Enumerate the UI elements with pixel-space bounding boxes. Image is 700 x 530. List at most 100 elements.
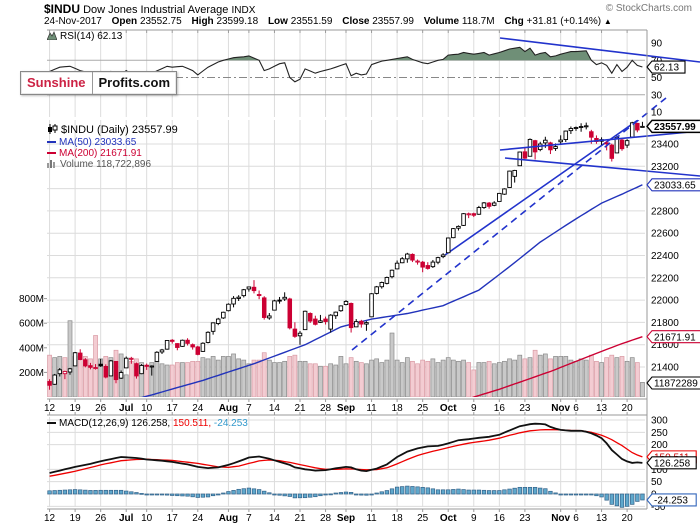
- header-line1: $INDU Dow Jones Industrial Average INDX: [44, 2, 255, 16]
- svg-text:200: 200: [651, 440, 668, 451]
- svg-text:21671.91: 21671.91: [654, 332, 696, 343]
- chg-up-arrow-icon: ▲: [603, 17, 612, 26]
- svg-text:18: 18: [392, 513, 404, 524]
- sunshineprofits-watermark: Sunshine Profits.com: [20, 71, 178, 95]
- watermark-sunshine: Sunshine: [27, 75, 86, 90]
- stockcharts-credit: © StockCharts.com: [605, 3, 692, 14]
- svg-text:28: 28: [320, 403, 332, 414]
- pattern-upper-line: [499, 130, 700, 151]
- svg-text:7: 7: [246, 403, 252, 414]
- svg-text:21400: 21400: [651, 363, 679, 374]
- svg-text:24: 24: [192, 513, 204, 524]
- svg-text:126.258: 126.258: [654, 458, 691, 469]
- ma50-legend: MA(50) 23033.65: [59, 137, 137, 148]
- macd-panel: 300250200100500-50: [47, 415, 668, 513]
- svg-text:800M: 800M: [19, 294, 44, 305]
- ma200-line-icon: [47, 152, 56, 154]
- svg-text:23400: 23400: [651, 140, 679, 151]
- svg-text:23200: 23200: [651, 162, 679, 173]
- chg-label: Chg: [504, 16, 524, 27]
- svg-text:10: 10: [141, 403, 153, 414]
- svg-text:Aug: Aug: [219, 403, 238, 414]
- svg-text:30: 30: [651, 90, 663, 101]
- svg-text:11872289: 11872289: [654, 379, 698, 390]
- price-panel: [47, 120, 645, 397]
- watermark-profits: Profits.com: [91, 72, 177, 94]
- exchange-label: INDX: [231, 5, 256, 16]
- svg-text:13: 13: [596, 403, 608, 414]
- svg-text:22000: 22000: [651, 296, 679, 307]
- svg-text:13: 13: [596, 513, 608, 524]
- svg-text:9: 9: [471, 403, 477, 414]
- svg-text:22200: 22200: [651, 273, 679, 284]
- svg-text:7: 7: [246, 513, 252, 524]
- svg-text:16: 16: [494, 403, 506, 414]
- svg-text:23: 23: [519, 513, 531, 524]
- svg-text:11: 11: [366, 513, 377, 524]
- svg-text:-50: -50: [651, 502, 666, 513]
- ma50-line-icon: [47, 141, 56, 143]
- svg-text:10: 10: [141, 513, 153, 524]
- volume-value: 118.7M: [461, 16, 495, 27]
- long-dashed-trendline: [351, 97, 667, 351]
- last-price-tag: 23557.99: [646, 119, 700, 134]
- macd-hist-tag: -24.253: [646, 493, 697, 507]
- svg-text:20: 20: [622, 403, 634, 414]
- low-value: 23551.59: [290, 16, 333, 27]
- macd-histogram: [47, 485, 645, 508]
- svg-text:Nov: Nov: [551, 403, 570, 414]
- svg-text:20: 20: [622, 513, 634, 524]
- svg-text:11: 11: [366, 403, 377, 414]
- candlestick-icon: [47, 124, 58, 137]
- svg-text:250: 250: [651, 428, 668, 439]
- svg-text:17: 17: [167, 513, 179, 524]
- low-label: Low: [267, 16, 288, 27]
- quote-date: 24-Nov-2017: [44, 16, 102, 27]
- macd-line: [49, 422, 643, 474]
- volume-bars-icon: [47, 159, 57, 171]
- ticker-symbol: $INDU: [44, 2, 81, 16]
- macd-value-tag: 126.258: [646, 456, 697, 469]
- svg-text:10: 10: [651, 108, 663, 119]
- svg-text:12: 12: [44, 513, 56, 524]
- open-value: 23552.75: [139, 16, 182, 27]
- svg-text:17: 17: [167, 403, 179, 414]
- svg-text:600M: 600M: [19, 319, 44, 330]
- svg-text:25: 25: [417, 513, 429, 524]
- volume-value-tag: 11872289: [646, 376, 700, 390]
- pattern-lower-line: [504, 157, 700, 177]
- svg-text:19: 19: [70, 403, 82, 414]
- svg-text:Oct: Oct: [440, 513, 457, 524]
- svg-text:22400: 22400: [651, 251, 679, 262]
- price-legend: $INDU (Daily) 23557.99 MA(50) 23033.65 M…: [47, 124, 178, 171]
- svg-text:25: 25: [417, 403, 429, 414]
- svg-text:21: 21: [294, 403, 306, 414]
- steep-support-line: [444, 120, 640, 256]
- svg-text:Jul: Jul: [119, 403, 134, 414]
- instrument-name: Dow Jones Industrial Average: [83, 4, 229, 16]
- gridlines: [49, 33, 628, 507]
- rsi-downtrend-line: [499, 37, 700, 63]
- close-label: Close: [342, 16, 370, 27]
- svg-text:400M: 400M: [19, 343, 44, 354]
- ma200-line: [472, 336, 643, 397]
- rsi-value-tag: 62.13: [646, 60, 686, 74]
- open-label: Open: [111, 16, 138, 27]
- rsi-area-icon: [46, 31, 58, 43]
- svg-text:Nov: Nov: [551, 513, 570, 524]
- svg-text:Jul: Jul: [119, 513, 134, 524]
- macd-legend-main: MACD(12,26,9) 126.258,: [59, 418, 171, 429]
- high-value: 23599.18: [216, 16, 259, 27]
- svg-text:12: 12: [44, 403, 56, 414]
- svg-text:21: 21: [294, 513, 306, 524]
- svg-text:50: 50: [651, 477, 663, 488]
- rsi-legend: RSI(14) 62.13: [46, 31, 122, 43]
- chg-value: +31.81 (+0.14%): [526, 16, 602, 27]
- ma200-legend: MA(200) 21671.91: [59, 148, 142, 159]
- macd-legend-signal: 150.511,: [172, 418, 212, 429]
- candles: [47, 121, 645, 390]
- svg-text:100: 100: [651, 465, 668, 476]
- svg-text:24: 24: [192, 403, 204, 414]
